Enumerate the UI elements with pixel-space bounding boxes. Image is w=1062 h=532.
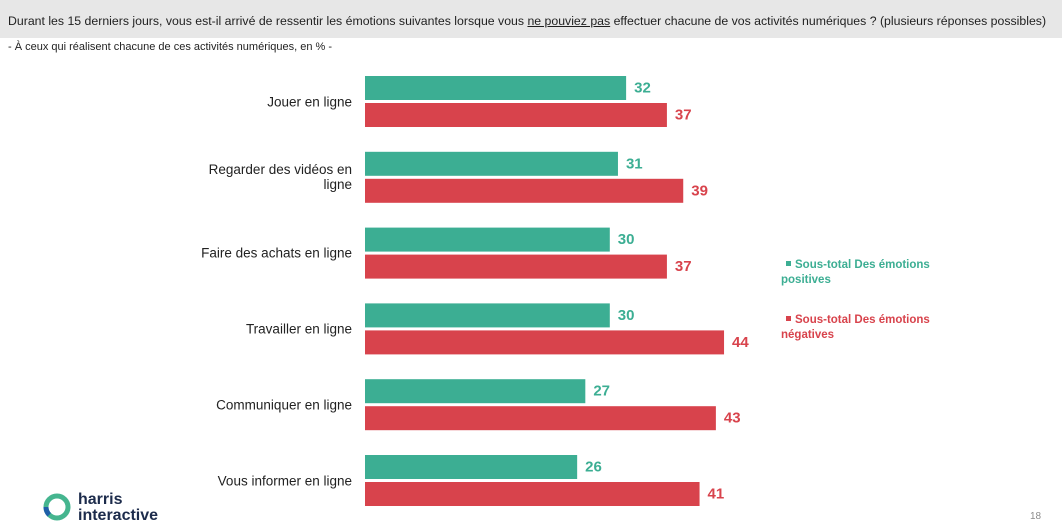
positive-value-label: 30 [618,307,635,324]
legend-swatch-negative [786,316,791,322]
negative-emotions-bar [365,482,700,506]
negative-emotions-bar [365,254,667,279]
positive-value-label: 32 [634,80,651,97]
negative-value-label: 39 [691,182,708,199]
harris-ring-logo-icon [43,493,71,521]
negative-emotions-bar [365,406,716,431]
positive-value-label: 31 [626,155,643,172]
negative-value-label: 37 [675,107,692,124]
negative-emotions-bar [365,178,684,203]
positive-value-label: 27 [593,383,610,400]
positive-emotions-bar [365,76,627,100]
question-part-2: effectuer chacune de vos activités numér… [610,14,1047,28]
positive-value-label: 26 [585,459,602,476]
base-subtitle: - À ceux qui réalisent chacune de ces ac… [8,41,333,53]
category-label: Communiquer en ligne [216,397,352,413]
legend-label-positive: Sous-total Des émotions positives [781,259,930,286]
question-header-band: Durant les 15 derniers jours, vous est-i… [0,0,1062,38]
positive-emotions-bar [365,455,578,479]
legend-item-positive: Sous-total Des émotions positives [781,258,946,288]
positive-emotions-bar [365,379,586,404]
legend-label-negative: Sous-total Des émotions négatives [781,314,930,341]
negative-emotions-bar [365,330,725,355]
category-label: Faire des achats en ligne [201,245,352,261]
negative-value-label: 41 [708,486,725,503]
negative-value-label: 44 [732,334,749,351]
logo-text-line-2: interactive [78,506,159,524]
question-underlined-part: ne pouviez pas [527,14,611,28]
page-number: 18 [1030,511,1042,522]
category-label: Travailler en ligne [245,321,352,337]
negative-value-label: 37 [675,258,692,275]
question-text: Durant les 15 derniers jours, vous est-i… [8,14,1046,29]
positive-emotions-bar [365,227,610,252]
harris-interactive-logo-text: harris interactive [78,492,158,523]
category-label: Regarder des vidéos en ligne [208,162,352,193]
positive-emotions-bar [365,303,610,328]
category-label: Vous informer en ligne [217,473,352,488]
question-part-1: Durant les 15 derniers jours, vous est-i… [8,14,528,28]
category-label: Jouer en ligne [267,94,352,109]
negative-emotions-bar [365,103,667,127]
legend-item-negative: Sous-total Des émotions négatives [781,313,946,343]
logo-text-line-1: harris [78,491,123,508]
positive-value-label: 30 [618,231,635,248]
legend: Sous-total Des émotions positives Sous-t… [781,258,946,343]
legend-swatch-positive [786,261,791,267]
positive-emotions-bar [365,151,618,176]
negative-value-label: 43 [724,410,741,427]
